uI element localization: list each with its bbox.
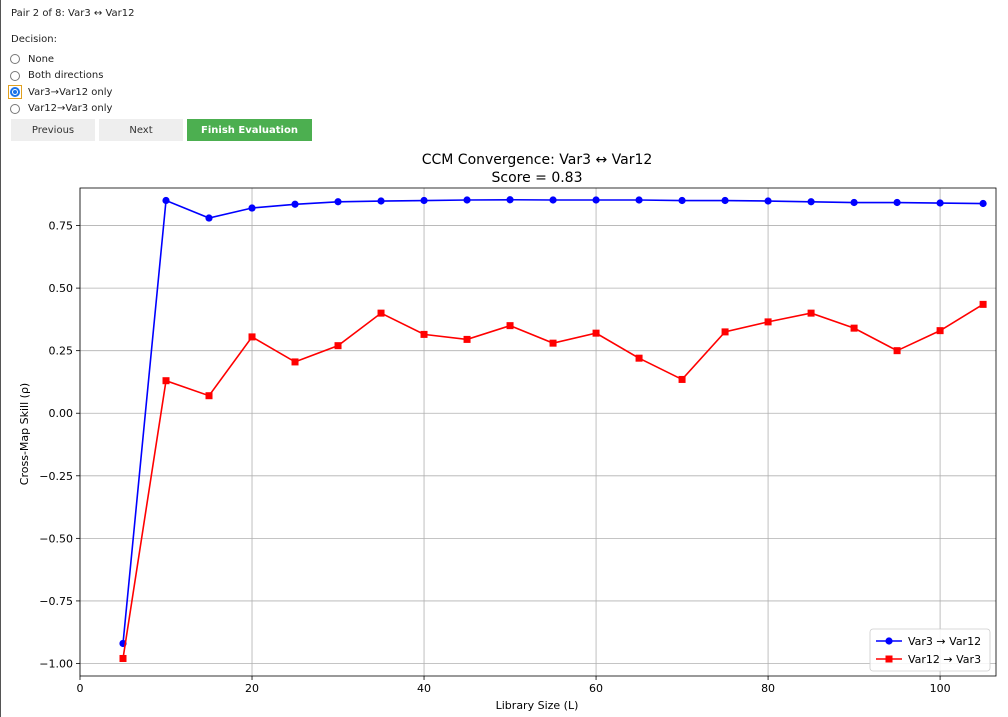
series-1-point xyxy=(807,198,815,206)
series-1-point xyxy=(291,200,299,208)
series-2-point xyxy=(635,354,643,362)
series-1-point xyxy=(850,198,858,207)
series-2-point xyxy=(162,377,170,385)
series-1-point xyxy=(248,204,256,212)
series-2-point xyxy=(592,329,600,337)
series-2-point xyxy=(979,300,987,308)
y-axis-label: Cross-Map Skill (ρ) xyxy=(18,383,31,485)
radio-button-var12-to-var3[interactable] xyxy=(10,103,20,114)
radio-label-var3-to-var12: Var3→Var12 only xyxy=(28,86,113,98)
chart-subtitle: Score = 0.83 xyxy=(491,170,582,186)
y-tick-label: 0.25 xyxy=(49,345,74,358)
chart-legend: Var3 → Var12 Var12 → Var3 xyxy=(869,628,991,672)
plot-frame xyxy=(79,187,997,677)
radio-label-var12-to-var3: Var12→Var3 only xyxy=(28,103,113,115)
finish-evaluation-button[interactable]: Finish Evaluation xyxy=(187,119,312,141)
series-1-point xyxy=(463,196,471,204)
legend-label-1: Var3 → Var12 xyxy=(908,635,981,648)
radio-option-var12-to-var3[interactable]: Var12→Var3 only xyxy=(10,101,112,118)
legend-label-2: Var12 → Var3 xyxy=(908,653,981,666)
radio-button-var3-to-var12[interactable] xyxy=(10,87,20,98)
series-1-point xyxy=(592,196,600,204)
radio-button-both-directions[interactable] xyxy=(10,70,20,81)
y-tick-label: 0.75 xyxy=(49,220,74,233)
series-1-point xyxy=(936,199,944,207)
y-tick-label: 0.00 xyxy=(49,407,74,420)
series-1-point xyxy=(678,196,686,205)
y-tick-label: −1.00 xyxy=(39,657,73,670)
series-1-point xyxy=(205,214,213,222)
radio-option-both-directions[interactable]: Both directions xyxy=(10,68,112,85)
x-tick-label: 40 xyxy=(417,682,431,695)
series-2-point xyxy=(893,347,901,355)
series-2-point xyxy=(807,309,815,317)
decision-label: Decision: xyxy=(11,34,57,45)
series-1-point xyxy=(635,196,643,204)
series-2-point xyxy=(678,375,686,383)
series-2-point xyxy=(764,318,772,326)
previous-button[interactable]: Previous xyxy=(11,119,95,141)
legend-marker-2 xyxy=(885,655,893,663)
series-1-point xyxy=(721,196,729,205)
x-tick-label: 20 xyxy=(245,682,259,695)
series-1-point xyxy=(420,196,428,205)
series-2-point xyxy=(334,342,342,350)
y-tick-label: −0.75 xyxy=(39,595,73,608)
series-2-point xyxy=(506,322,514,330)
series-1-point xyxy=(162,196,170,205)
radio-option-var3-to-var12[interactable]: Var3→Var12 only xyxy=(8,84,113,101)
ccm-convergence-chart: 0 20 40 60 80 100 0.75 0.50 0.25 0.00 −0.25 −0.50 −0… xyxy=(18,152,997,712)
x-tick-label: 80 xyxy=(761,682,775,695)
series-1-point xyxy=(334,198,342,206)
series-2-point xyxy=(721,328,729,336)
series-1-point xyxy=(764,197,772,205)
radio-label-both-directions: Both directions xyxy=(28,70,104,82)
series-2-point xyxy=(549,339,557,347)
radio-label-none: None xyxy=(28,53,55,65)
legend-marker-1 xyxy=(885,637,893,645)
series-1-point xyxy=(549,196,557,204)
y-tick-label: −0.25 xyxy=(39,470,73,483)
series-1-point xyxy=(377,197,385,205)
series-2-point xyxy=(463,335,471,343)
series-2-point xyxy=(205,392,213,400)
legend-box xyxy=(869,628,991,672)
pair-title: Pair 2 of 8: Var3 ↔ Var12 xyxy=(11,8,135,19)
radio-option-none[interactable]: None xyxy=(10,51,112,68)
series-2-point xyxy=(291,358,299,366)
next-button[interactable]: Next xyxy=(99,119,183,141)
x-axis-label: Library Size (L) xyxy=(496,699,579,712)
series-1-point xyxy=(506,196,514,204)
series-2-point xyxy=(248,333,256,341)
decision-radio-group: None Both directions Var3→Var12 only Var… xyxy=(8,51,113,118)
x-tick-label: 100 xyxy=(930,682,951,695)
radio-button-none[interactable] xyxy=(10,54,20,65)
x-tick-label: 60 xyxy=(589,682,603,695)
y-tick-label: 0.50 xyxy=(49,282,74,295)
series-2-point xyxy=(850,324,858,332)
x-tick-label: 0 xyxy=(77,682,84,695)
series-2-point xyxy=(420,330,428,338)
series-2-point xyxy=(377,309,385,317)
series-1-point xyxy=(979,199,987,208)
navigation-buttons: Previous Next Finish Evaluation xyxy=(11,119,312,141)
series-2-point xyxy=(936,327,944,335)
chart-title: CCM Convergence: Var3 ↔ Var12 xyxy=(422,152,653,168)
series-1-point xyxy=(893,198,901,207)
series-2-point xyxy=(119,654,127,662)
y-tick-label: −0.50 xyxy=(39,532,73,545)
